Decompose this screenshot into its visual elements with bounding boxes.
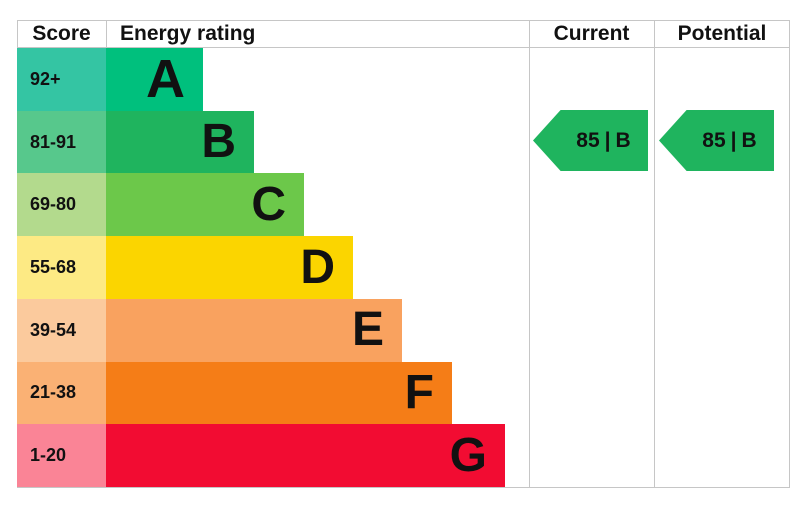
table-right-border — [789, 20, 790, 488]
band-f-score-cell: 21-38 — [17, 361, 106, 425]
potential-rating-arrow: 85 | B — [659, 110, 774, 171]
band-a-score-range: 92+ — [30, 68, 61, 89]
current-rating-band: B — [615, 128, 631, 152]
band-f-score-range: 21-38 — [30, 382, 77, 403]
potential-column-header: Potential — [677, 21, 767, 45]
band-e-score-cell: 39-54 — [17, 298, 106, 362]
header-bottom-border — [17, 47, 790, 48]
band-b-score-cell: 81-91 — [17, 110, 106, 174]
current-rating-arrow: 85 | B — [533, 110, 648, 171]
potential-rating-band: B — [741, 128, 757, 152]
band-a-bar: A — [106, 48, 203, 111]
band-row-e: 39-54 E — [17, 298, 790, 362]
band-a-score-cell: 92+ — [17, 48, 106, 111]
band-row-d: 55-68 D — [17, 236, 790, 299]
band-c-score-range: 69-80 — [30, 194, 77, 215]
table-top-border — [17, 20, 790, 21]
band-b-letter: B — [201, 115, 236, 169]
band-g-score-cell: 1-20 — [17, 424, 106, 488]
band-d-score-range: 55-68 — [30, 257, 77, 278]
current-rating-separator: | — [604, 128, 611, 152]
band-e-bar: E — [106, 298, 402, 362]
current-column-header: Current — [553, 21, 630, 45]
band-d-bar: D — [106, 236, 353, 299]
score-column-divider — [106, 20, 107, 48]
band-e-score-range: 39-54 — [30, 319, 77, 340]
potential-rating-separator: | — [730, 128, 737, 152]
table-bottom-border — [17, 487, 790, 488]
band-row-a: 92+ A — [17, 48, 790, 111]
band-g-score-range: 1-20 — [30, 445, 67, 466]
band-d-score-cell: 55-68 — [17, 236, 106, 299]
current-rating-score: 85 — [576, 128, 600, 152]
energy-rating-column-header: Energy rating — [120, 21, 256, 45]
current-column-divider — [654, 20, 655, 488]
band-b-bar: B — [106, 110, 254, 174]
band-c-letter: C — [251, 177, 286, 231]
band-c-bar: C — [106, 173, 304, 237]
potential-rating-score: 85 — [702, 128, 726, 152]
band-b-score-range: 81-91 — [30, 131, 77, 152]
energy-column-divider — [529, 20, 530, 488]
band-a-letter: A — [146, 49, 185, 110]
band-d-letter: D — [300, 240, 335, 294]
band-c-score-cell: 69-80 — [17, 173, 106, 237]
score-column-header: Score — [32, 21, 91, 45]
band-f-letter: F — [404, 365, 434, 419]
band-row-f: 21-38 F — [17, 361, 790, 425]
band-g-bar: G — [106, 424, 505, 488]
band-g-letter: G — [449, 428, 487, 482]
band-f-bar: F — [106, 361, 452, 425]
band-row-g: 1-20 G — [17, 424, 790, 488]
header-left-border — [17, 20, 18, 48]
band-row-b: 81-91 B — [17, 110, 790, 174]
band-row-c: 69-80 C — [17, 173, 790, 237]
band-e-letter: E — [351, 303, 384, 357]
band-rows: 92+ A 81-91 B 69-80 C 55-68 — [17, 48, 790, 488]
